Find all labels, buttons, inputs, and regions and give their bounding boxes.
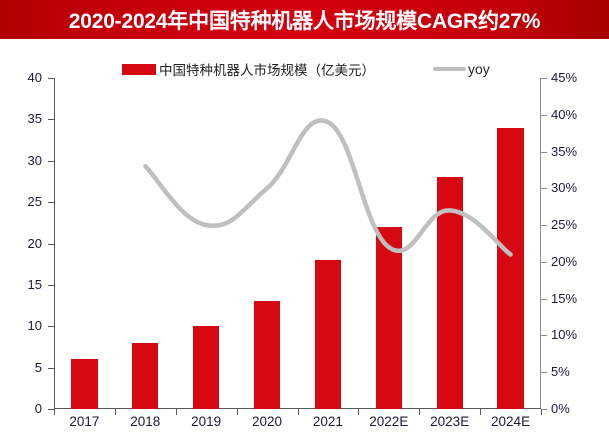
y-axis-left-line bbox=[54, 78, 55, 409]
y-axis-left-tick bbox=[48, 284, 54, 286]
y-axis-left-label: 35 bbox=[27, 111, 42, 127]
bar-series-market-size bbox=[54, 78, 541, 409]
y-axis-left-tick bbox=[48, 160, 54, 162]
bar[interactable] bbox=[497, 127, 524, 409]
x-axis-label: 2017 bbox=[69, 414, 100, 429]
chart-title: 2020-2024年中国特种机器人市场规模CAGR约27% bbox=[68, 9, 541, 33]
y-axis-left-label: 15 bbox=[27, 276, 42, 292]
bar[interactable] bbox=[193, 326, 220, 409]
x-axis-tick bbox=[419, 409, 421, 415]
y-axis-left-label: 20 bbox=[27, 235, 42, 251]
bar[interactable] bbox=[436, 177, 463, 409]
y-axis-left-label: 25 bbox=[27, 194, 42, 210]
y-axis-right-label: 30% bbox=[551, 180, 578, 196]
legend-item-yoy[interactable]: yoy bbox=[433, 58, 490, 80]
bar[interactable] bbox=[71, 359, 98, 409]
y-axis-left-tick bbox=[48, 243, 54, 245]
gray-line-swatch-icon bbox=[433, 67, 466, 71]
title-banner: 2020-2024年中国特种机器人市场规模CAGR约27% bbox=[0, 0, 609, 39]
x-axis-label: 2023E bbox=[430, 414, 470, 429]
x-axis-label: 2019 bbox=[191, 414, 222, 429]
x-axis-label: 2022E bbox=[369, 414, 409, 429]
y-axis-left-label: 10 bbox=[27, 318, 42, 334]
x-axis-tick bbox=[236, 409, 238, 415]
x-axis-tick bbox=[297, 409, 299, 415]
x-axis-label: 2020 bbox=[252, 414, 283, 429]
bar[interactable] bbox=[314, 260, 342, 409]
y-axis-left-label: 30 bbox=[27, 152, 42, 168]
legend-label-market-size: 中国特种机器人市场规模（亿美元） bbox=[159, 63, 375, 78]
x-axis-line bbox=[54, 408, 541, 409]
bar[interactable] bbox=[132, 342, 159, 409]
y-axis-right-label: 35% bbox=[551, 143, 578, 159]
y-axis-left-tick bbox=[48, 202, 54, 204]
y-axis-right-label: 15% bbox=[551, 290, 578, 306]
red-square-swatch-icon bbox=[122, 63, 156, 75]
x-axis-tick bbox=[358, 409, 360, 415]
y-axis-left-tick bbox=[48, 409, 54, 410]
x-axis-tick bbox=[54, 409, 55, 415]
y-axis-left-label: 40 bbox=[27, 70, 42, 85]
y-axis-right-label: 45% bbox=[551, 70, 578, 85]
x-axis-label: 2021 bbox=[312, 414, 343, 429]
y-axis-right-line bbox=[540, 78, 541, 409]
x-axis-label: 2018 bbox=[130, 414, 161, 429]
y-axis-right-tick bbox=[541, 78, 547, 79]
y-axis-right-label: 0% bbox=[551, 401, 570, 416]
bar[interactable] bbox=[375, 226, 402, 409]
y-axis-right-tick bbox=[541, 225, 547, 227]
y-axis-right-label: 10% bbox=[551, 327, 578, 343]
y-axis-right-label: 25% bbox=[551, 217, 578, 233]
y-axis-right-tick bbox=[541, 372, 547, 374]
y-axis-right-tick bbox=[541, 261, 547, 263]
y-axis-left-tick bbox=[48, 367, 54, 369]
x-axis-tick bbox=[480, 409, 482, 415]
x-axis-tick bbox=[541, 409, 542, 415]
y-axis-left-tick bbox=[48, 119, 54, 121]
y-axis-right-label: 5% bbox=[551, 364, 570, 380]
y-axis-right-tick bbox=[541, 335, 547, 337]
bar[interactable] bbox=[253, 301, 281, 409]
x-axis-tick bbox=[114, 409, 116, 415]
y-axis-right-tick bbox=[541, 114, 547, 116]
x-axis-tick bbox=[175, 409, 177, 415]
x-axis-label: 2024E bbox=[491, 414, 531, 429]
y-axis-left-label: 0 bbox=[34, 401, 42, 416]
legend-label-yoy: yoy bbox=[468, 61, 490, 77]
legend-item-market-size[interactable]: 中国特种机器人市场规模（亿美元） bbox=[122, 58, 375, 80]
y-axis-right-tick bbox=[541, 298, 547, 300]
y-axis-right-label: 20% bbox=[551, 253, 578, 269]
y-axis-right-tick bbox=[541, 151, 547, 153]
y-axis-right-tick bbox=[541, 409, 547, 410]
chart-legend: 中国特种机器人市场规模（亿美元） yoy bbox=[0, 58, 609, 80]
y-axis-right-label: 40% bbox=[551, 106, 578, 122]
y-axis-left-tick bbox=[48, 326, 54, 328]
y-axis-left-tick bbox=[48, 78, 54, 79]
y-axis-right-tick bbox=[541, 188, 547, 190]
y-axis-left-label: 5 bbox=[34, 359, 42, 375]
